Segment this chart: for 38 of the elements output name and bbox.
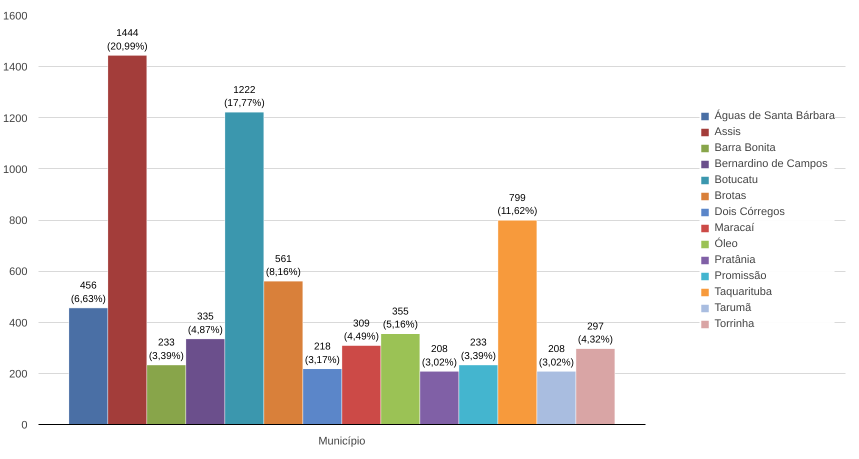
data-label: 233 (3,39%) [460,338,496,362]
legend-label: Torrinha [714,318,754,330]
y-tick-label: 400 [9,317,28,330]
legend-label: Pratânia [714,254,756,266]
legend-label: Assis [714,126,741,138]
data-label: 233 (3,39%) [148,338,184,362]
data-label: 297 (4,32%) [578,321,613,346]
data-label: 208 (3,02%) [422,344,457,368]
y-tick-label: 800 [9,215,28,227]
data-label: 335 (4,87%) [188,312,223,336]
data-label: 456 (6,63%) [70,280,106,305]
y-tick-label: 600 [9,266,28,278]
legend-label: Óleo [714,238,738,250]
legend-label: Maracaí [714,222,754,234]
x-tick-label: Município [318,436,366,448]
y-tick-label: 1000 [3,164,28,176]
legend-label: Promissão [714,270,766,282]
data-label: 1444 (20,99%) [107,28,148,52]
y-tick-label: 1600 [3,10,28,22]
data-label: 218 (3,17%) [304,342,340,366]
data-label: 561 (8,16%) [266,254,301,278]
data-label: 799 (11,62%) [497,193,538,218]
legend-label: Barra Bonita [714,142,776,154]
y-tick-label: 1400 [3,62,28,74]
data-label: 355 (5,16%) [382,306,418,331]
legend-label: Tarumã [714,302,752,314]
legend-label: Brotas [714,190,746,202]
legend-label: Bernardino de Campos [714,158,828,170]
legend-label: Águas de Santa Bárbara [714,110,835,122]
data-label: 208 (3,02%) [538,344,574,368]
y-tick-label: 200 [9,368,28,380]
legend-label: Dois Córregos [714,206,785,218]
legend-label: Botucatu [714,174,758,186]
data-label: 309 (4,49%) [344,318,379,343]
y-tick-label: 1200 [3,112,28,125]
legend-label: Taquarituba [714,286,772,298]
data-label: 1222 (17,77%) [224,84,265,110]
y-tick-label: 0 [21,420,28,432]
